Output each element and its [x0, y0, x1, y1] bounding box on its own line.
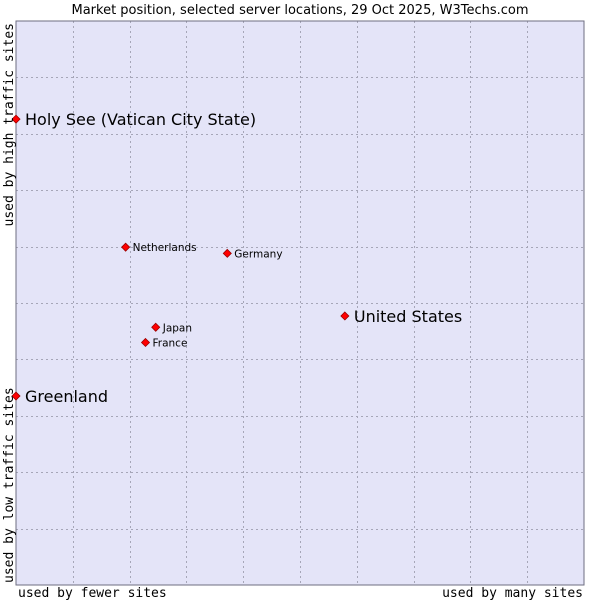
point-label: United States	[354, 307, 462, 326]
point-label: Japan	[162, 322, 192, 334]
point-label: Holy See (Vatican City State)	[25, 110, 256, 129]
y-axis-label-bottom: used by low traffic sites	[2, 387, 17, 583]
data-point-netherlands: Netherlands	[121, 242, 197, 254]
point-marker	[222, 248, 232, 258]
data-point-greenland: Greenland	[11, 387, 108, 406]
x-axis-label-left: used by fewer sites	[18, 586, 167, 600]
data-points: Holy See (Vatican City State) Netherlands…	[11, 110, 462, 406]
point-label: Greenland	[25, 387, 108, 406]
data-point-united-states: United States	[340, 307, 462, 326]
point-label: Netherlands	[133, 242, 197, 254]
point-label: Germany	[234, 248, 282, 260]
data-point-france: France	[140, 337, 188, 349]
point-marker	[340, 311, 350, 321]
data-point-germany: Germany	[222, 248, 283, 260]
grid-lines	[16, 21, 584, 585]
x-axis-label-right: used by many sites	[442, 586, 583, 600]
data-point-holy-see-vatican-city-state: Holy See (Vatican City State)	[11, 110, 256, 129]
point-marker	[151, 322, 161, 332]
data-point-japan: Japan	[151, 322, 192, 334]
chart-title: Market position, selected server locatio…	[71, 3, 528, 18]
point-marker	[140, 337, 151, 348]
point-marker	[121, 242, 131, 252]
plot-border	[15, 20, 585, 586]
point-marker	[11, 391, 21, 401]
point-marker	[11, 114, 21, 124]
y-axis-label-top: used by high traffic sites	[2, 23, 17, 227]
point-label: France	[153, 337, 188, 349]
